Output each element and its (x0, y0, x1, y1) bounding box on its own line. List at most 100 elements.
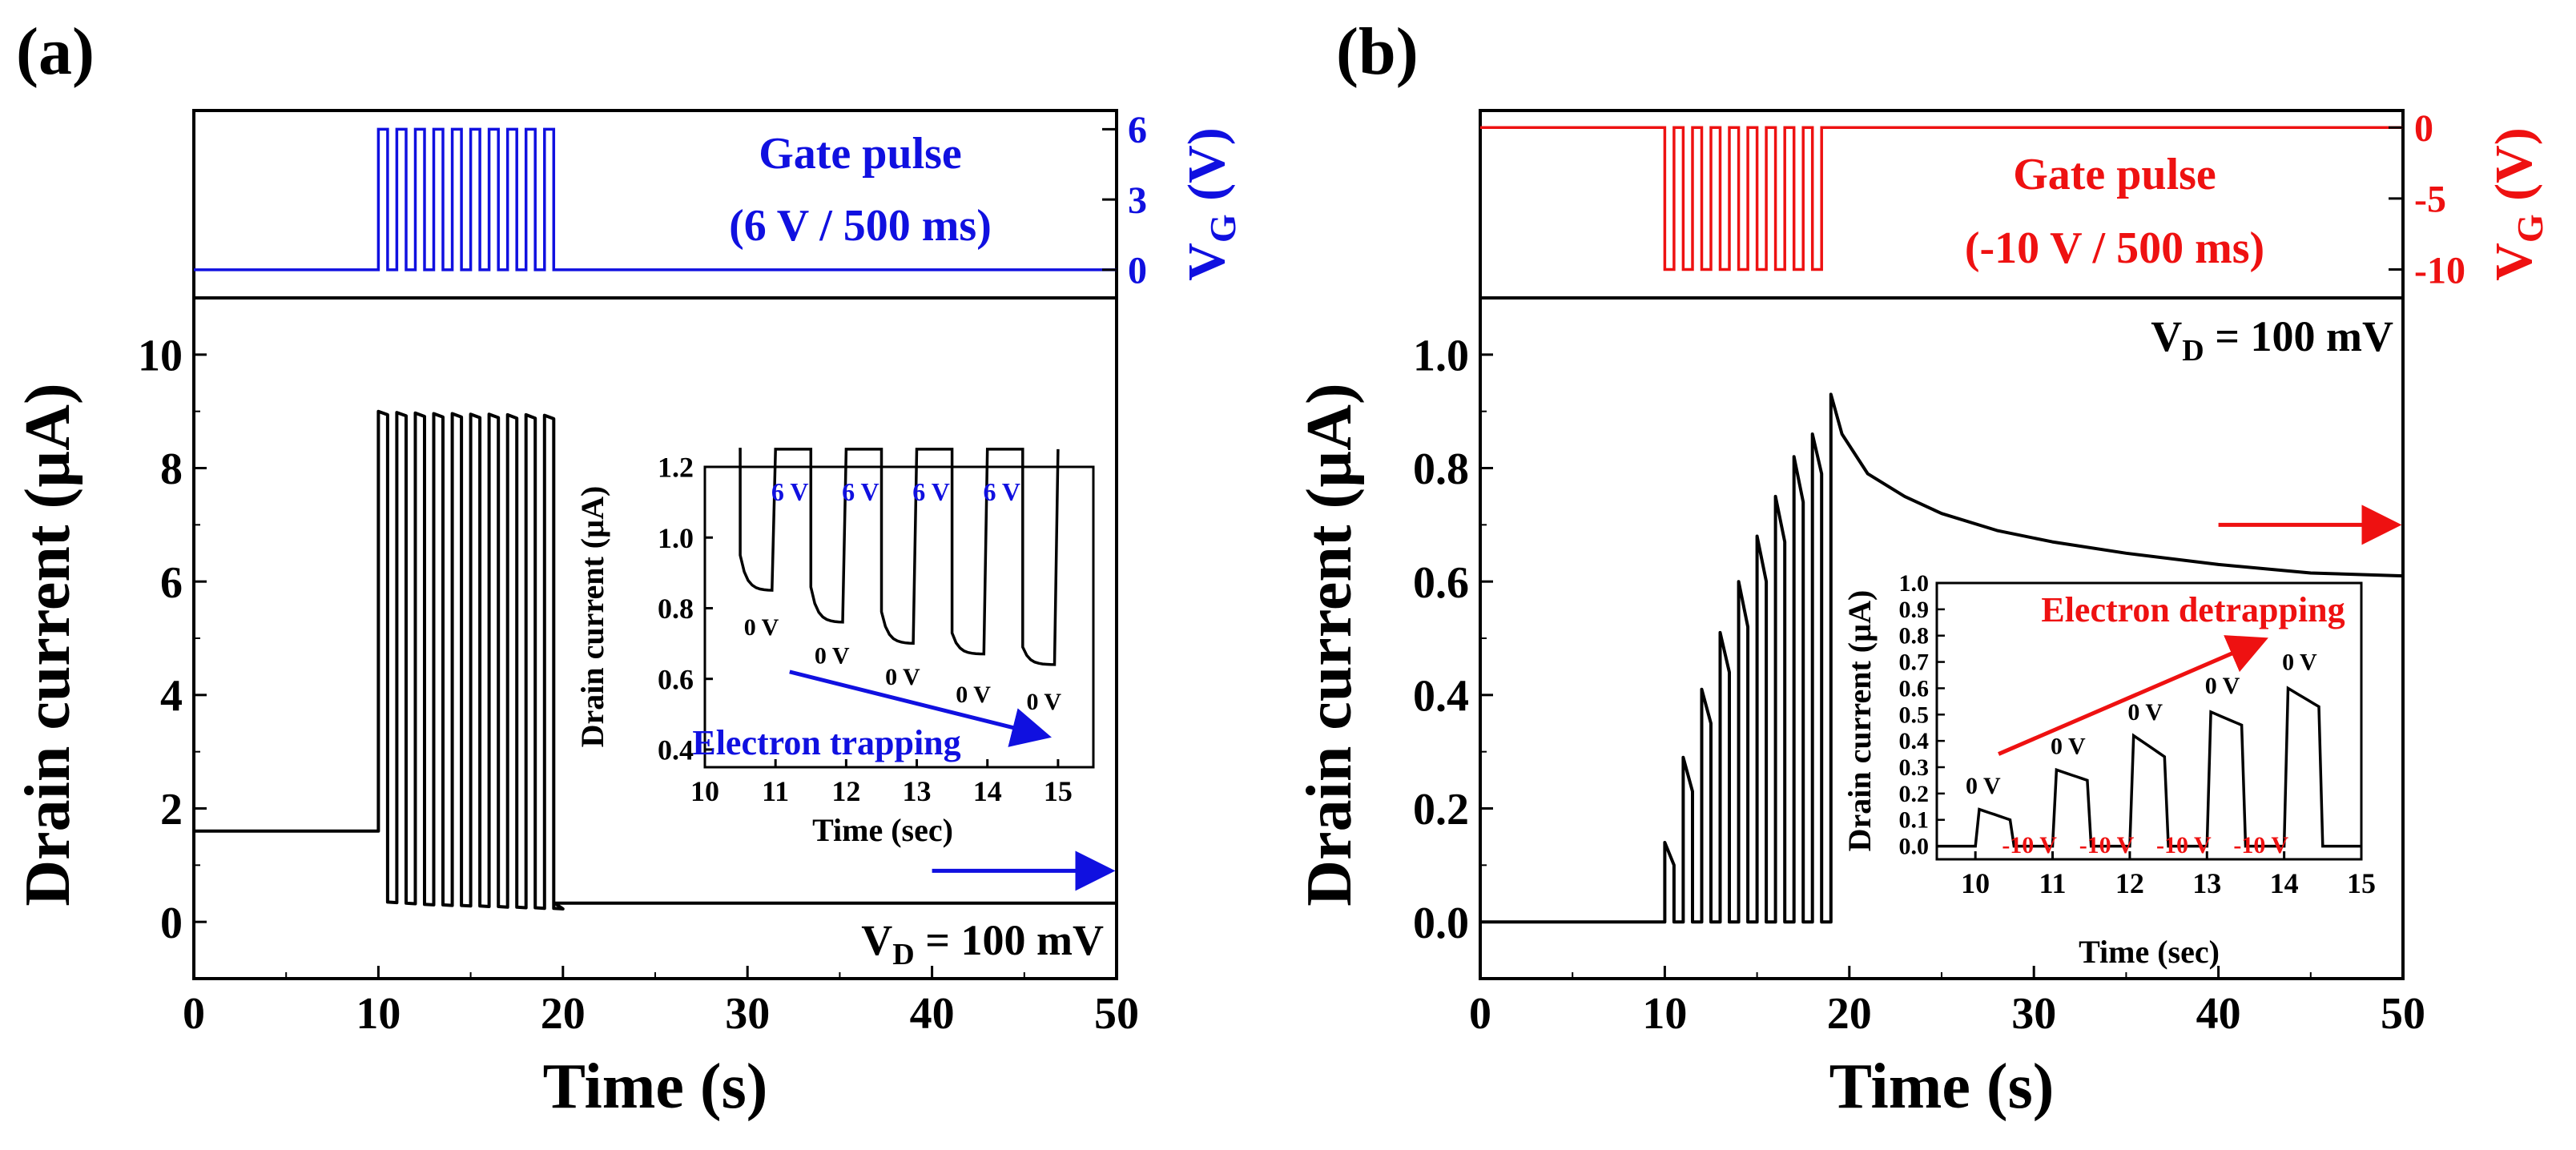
panel-b-inset-zero-label: 0 V (2282, 649, 2317, 675)
panel-b-inset-ytick-label: 0.7 (1899, 649, 1930, 676)
panel-b-inset-title: Electron detrapping (2041, 590, 2345, 629)
panel-b-inset-ytick-label: 1.0 (1899, 570, 1930, 597)
panel-b-inset-line (1937, 686, 2361, 848)
panel-a-inset-title: Electron trapping (692, 723, 960, 762)
panel-b-inset-zero-label: 0 V (2051, 734, 2086, 760)
panel-b-gate-ytick-label: -5 (2414, 179, 2446, 221)
panel-a-inset-xtick-label: 15 (1044, 775, 1073, 807)
panel-b-gate-title: Gate pulse (2013, 150, 2216, 199)
panel-a-gate-plot: 0 3 6 (194, 109, 1147, 292)
panel-b-inset-ylabel: Drain current (µA) (1841, 590, 1878, 852)
panel-a-main-plot: 0 10 20 30 40 50 0 2 4 6 8 10 (138, 331, 1139, 1039)
panel-a-main-xtick-label: 50 (1094, 989, 1139, 1039)
panel-b-inset-xtick-label: 15 (2347, 867, 2376, 899)
panel-a-main-ylabel: Drain current (µA) (13, 383, 83, 906)
panel-a-inset-xtick-label: 11 (762, 775, 789, 807)
panel-a-gate-ylabel-unit: (V) (1177, 127, 1236, 214)
panel-b-gate-ylabel-sub: G (2510, 214, 2550, 243)
panel-b-inset-ytick-label: 0.2 (1899, 781, 1930, 807)
panel-b-inset-zero-label: 0 V (2205, 673, 2240, 699)
panel-b-main-xlabel: Time (s) (1829, 1051, 2055, 1122)
panel-b-inset-xtick-label: 10 (1961, 867, 1990, 899)
panel-b-inset-gate-label: -10 V (2079, 832, 2135, 858)
panel-b-main-xtick-label: 0 (1469, 989, 1491, 1039)
panel-b-inset-arrow (1998, 635, 2268, 756)
panel-a-inset-xtick-label: 10 (690, 775, 719, 807)
panel-a-inset-xtick-label: 12 (831, 775, 860, 807)
panel-a-main-ytick-label: 0 (160, 899, 183, 948)
panel-a-main-xtick-label: 0 (183, 989, 205, 1039)
panel-a-inset-arrow (789, 669, 1052, 747)
panel-a-inset-xtick-label: 14 (973, 775, 1002, 807)
panel-a-main-ytick-label: 10 (138, 331, 183, 380)
panel-a-inset-gate-label: 6 V (771, 477, 809, 506)
panel-b-main-ytick-label: 1.0 (1413, 331, 1469, 380)
panel-a-gate-subtitle: (6 V / 500 ms) (729, 201, 992, 251)
panel-a-gate-ylabel-sub: G (1202, 214, 1243, 243)
panel-b-label: (b) (1336, 14, 1419, 89)
panel-a-gate-ytick-label: 6 (1128, 109, 1147, 151)
panel-b-inset-xtick-label: 12 (2115, 867, 2144, 899)
panel-a-current-line (194, 409, 1117, 911)
panel-a-main-xtick-label: 20 (541, 989, 586, 1039)
panel-b-inset-ytick-label: 0.5 (1899, 702, 1930, 728)
panel-a-inset-gate-label: 6 V (912, 477, 950, 506)
panel-a-inset-xlabel: Time (sec) (812, 812, 953, 848)
panel-a-inset-zero-label: 0 V (1026, 689, 1061, 715)
panel-b-inset-ytick-label: 0.0 (1899, 834, 1930, 860)
panel-a-main-ytick-label: 8 (160, 444, 183, 494)
panel-a-gate-ytick-label: 0 (1128, 250, 1147, 292)
panel-a-inset-line (739, 448, 1060, 666)
panel-b-inset-ytick-label: 0.9 (1899, 597, 1930, 623)
panel-b-main-xtick-label: 20 (1827, 989, 1872, 1039)
panel-b-inset-gate-label: -10 V (2233, 832, 2288, 858)
panel-b-main-ytick-label: 0.8 (1413, 444, 1469, 494)
panel-b-inset-ytick-label: 0.1 (1899, 807, 1930, 834)
panel-b-main-ylabel: Drain current (µA) (1294, 383, 1365, 906)
panel-b-inset-xtick-label: 13 (2192, 867, 2221, 899)
panel-b-gate-ylabel-unit: (V) (2485, 127, 2543, 214)
panel-a-inset-zero-label: 0 V (815, 642, 850, 669)
panel-b-vd-sub: D (2182, 334, 2204, 368)
panel-b-gate-ytick-label: -10 (2414, 249, 2465, 292)
panel-a-inset-zero-label: 0 V (744, 614, 779, 641)
panel-a-label: (a) (16, 14, 95, 89)
panel-b-gate-ytick-label: 0 (2414, 107, 2433, 150)
panel-a-inset-plot: 10 11 12 13 14 15 0.4 0.6 0.8 1.0 1.2 6 V 6 V 6 V 6 V 0… (658, 448, 1073, 807)
panel-b: 0 -5 -10 0 10 20 30 40 50 0.0 0.2 0.4 0.6 0.8 1.0 Gat… (1294, 107, 2550, 1122)
panel-b-gate-ylabel: VG (V) (2485, 127, 2550, 281)
panel-b-main-xtick-label: 10 (1642, 989, 1687, 1039)
panel-b-main-ytick-label: 0.0 (1413, 899, 1469, 948)
panel-a-gate-ytick-label: 3 (1128, 179, 1147, 222)
panel-b-inset-ytick-label: 0.3 (1899, 754, 1930, 781)
panel-b-inset-plot: 10 11 12 13 14 150.00.10.20.30.40.50.60.70.80… (1899, 570, 2377, 899)
panel-a-main-xlabel: Time (s) (543, 1051, 768, 1122)
panel-b-gate-pulse-line (1480, 126, 2403, 271)
panel-b-vd-value: = 100 mV (2204, 312, 2393, 360)
panel-b-main-ytick-label: 0.6 (1413, 558, 1469, 608)
panel-b-inset-ytick-label: 0.4 (1899, 728, 1930, 754)
panel-b-inset-frame (1935, 581, 2363, 861)
panel-b-inset-gate-label: -10 V (2002, 832, 2057, 858)
panel-b-main-ytick-label: 0.4 (1413, 671, 1469, 721)
panel-a-vd-sub: D (892, 938, 914, 971)
panel-a-inset-ytick-label: 1.2 (658, 452, 694, 484)
panel-a-main-ytick-label: 2 (160, 785, 183, 834)
panel-a-gate-ylabel: VG (V) (1177, 127, 1243, 281)
panel-b-main-ytick-label: 0.2 (1413, 785, 1469, 834)
panel-b-main-xtick-label: 50 (2381, 989, 2425, 1039)
panel-b-inset-xlabel: Time (sec) (2079, 934, 2220, 970)
panel-a-vd-value: = 100 mV (915, 916, 1104, 964)
panel-b-main-plot: 0 10 20 30 40 50 0.0 0.2 0.4 0.6 0.8 1.0 (1413, 331, 2425, 1039)
panel-a-main-xtick-label: 10 (356, 989, 400, 1039)
panel-a-gate-pulse-line (194, 127, 1117, 271)
panel-b-inset-ytick-label: 0.6 (1899, 675, 1930, 702)
panel-b-inset-ytick-label: 0.8 (1899, 623, 1930, 649)
panel-a-main-ytick-label: 4 (160, 671, 183, 721)
panel-b-current-line (1480, 392, 2404, 924)
panel-a-gate-title: Gate pulse (759, 129, 962, 179)
panel-a-inset-ytick-label: 0.4 (658, 734, 694, 766)
panel-a-inset-ytick-label: 0.8 (658, 593, 694, 625)
panel-b-main-xtick-label: 30 (2011, 989, 2056, 1039)
